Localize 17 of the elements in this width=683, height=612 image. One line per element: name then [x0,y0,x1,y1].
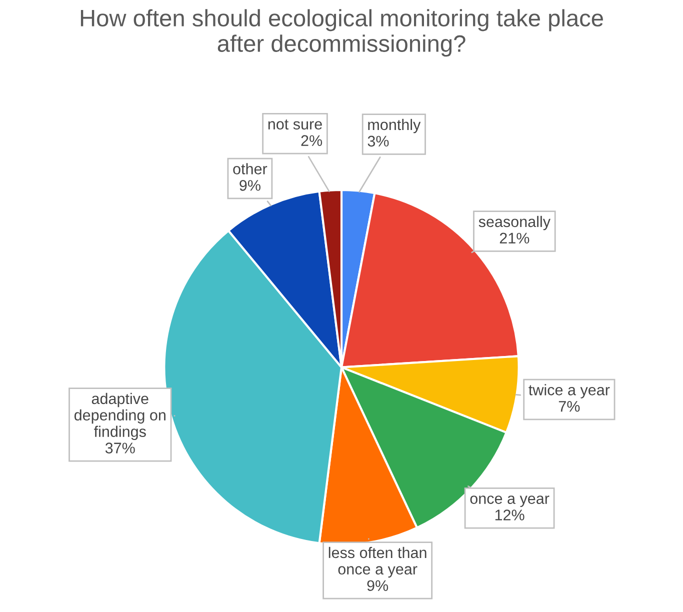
slice-label: seasonally [478,216,550,230]
slice-label: less often than once a year [328,546,426,578]
chart-title: How often should ecological monitoring take place after decommissioning? [80,9,603,57]
data-label: 2% [301,135,322,146]
slice-label: once a year [470,496,550,507]
data-label: 9% [240,180,260,191]
data-label: 21% [500,232,530,244]
slice-label: twice a year [528,384,610,398]
slice-label: adaptive depending on findings [74,392,166,440]
data-label: 7% [558,401,580,412]
slice-label: other [233,163,268,174]
data-label: 9% [367,580,388,592]
slice-label: not sure [268,120,322,130]
data-label: 3% [368,136,389,147]
data-label: 12% [495,510,524,520]
slice-label: monthly [368,118,421,134]
data-label: 37% [105,442,135,454]
